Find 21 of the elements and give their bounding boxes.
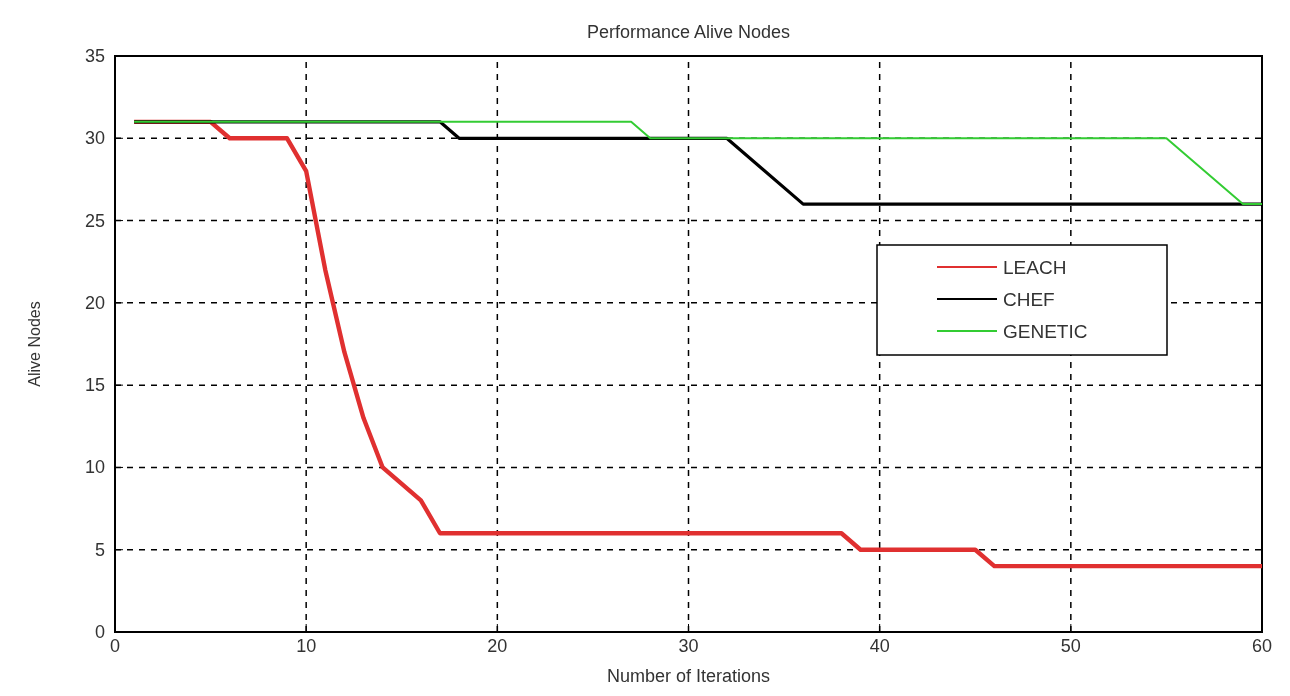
legend-label: LEACH <box>1003 257 1067 278</box>
y-axis-title: Alive Nodes <box>26 301 43 387</box>
y-tick-label: 10 <box>84 457 105 478</box>
x-tick-label: 0 <box>109 636 121 656</box>
legend-label: GENETIC <box>1003 321 1088 342</box>
y-tick-label: 35 <box>84 46 105 66</box>
y-tick-label: 5 <box>94 539 105 560</box>
y-tick-label: 0 <box>94 622 105 642</box>
x-tick-label: 30 <box>678 636 699 656</box>
x-tick-label: 20 <box>487 636 508 656</box>
x-axis-title: Number of Iterations <box>606 666 771 686</box>
y-tick-label: 25 <box>84 210 105 231</box>
y-tick-label: 15 <box>84 375 105 396</box>
y-tick-label: 20 <box>84 292 105 313</box>
x-tick-label: 40 <box>869 636 890 656</box>
x-tick-label: 50 <box>1060 636 1081 656</box>
x-tick-label: 60 <box>1251 636 1273 656</box>
chart-title: Performance Alive Nodes <box>586 22 791 42</box>
x-tick-label: 10 <box>296 636 317 656</box>
legend-label: CHEF <box>1003 289 1055 310</box>
y-tick-label: 30 <box>84 128 105 149</box>
